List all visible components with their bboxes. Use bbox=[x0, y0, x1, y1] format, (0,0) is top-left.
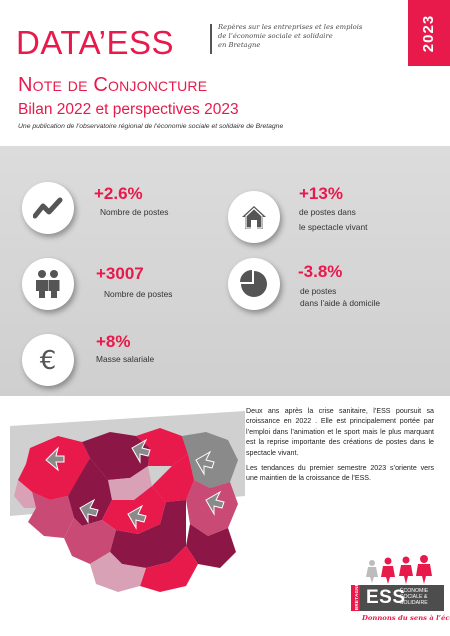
map-region-armor-south bbox=[108, 466, 152, 500]
data-ess-logo: DATA’ESS bbox=[16, 24, 175, 61]
map-region-ille-north bbox=[182, 432, 238, 488]
stat-label-aide-domicile-2: dans l’aide à domicile bbox=[300, 298, 381, 308]
stat-value-postes-percent: +2.6% bbox=[94, 184, 143, 203]
svg-text:€: € bbox=[40, 346, 57, 375]
page-subtitle: Bilan 2022 et perspectives 2023 bbox=[18, 101, 239, 118]
pie-icon bbox=[228, 258, 280, 310]
region-tag: BRETAGNE bbox=[351, 582, 360, 611]
header: DATA’ESS Repères sur les entreprises et … bbox=[0, 0, 450, 66]
stat-label-postes-percent: Nombre de postes bbox=[100, 207, 169, 217]
stat-label-postes-count: Nombre de postes bbox=[104, 289, 173, 299]
map-region-morbihan-coast bbox=[64, 518, 116, 564]
page-title: Note de Conjoncture bbox=[18, 74, 208, 96]
stat-label-spectacle-2: le spectacle vivant bbox=[299, 222, 368, 232]
ess-sub-line-2: SOCIALE & bbox=[400, 594, 428, 600]
key-figures: +2.6% Nombre de postes +13% de postes da… bbox=[0, 146, 450, 396]
tagline-line-2: de l’économie sociale et solidaire bbox=[218, 32, 333, 40]
logo-divider bbox=[210, 24, 212, 54]
map-region-morbihan-west bbox=[68, 458, 112, 526]
map-region-armor-west bbox=[82, 432, 150, 480]
people-figures-icon bbox=[366, 555, 432, 584]
stat-value-aide-domicile: -3.8% bbox=[298, 262, 343, 281]
tagline: Repères sur les entreprises et les emplo… bbox=[218, 23, 388, 50]
stat-value-spectacle: +13% bbox=[299, 184, 343, 203]
region-label: BRETAGNE bbox=[354, 582, 360, 611]
publication-line: Une publication de l’observatoire région… bbox=[18, 123, 284, 130]
summary-paragraph-2: Les tendances du premier semestre 2023 s… bbox=[246, 464, 434, 483]
stat-label-aide-domicile-1: de postes bbox=[300, 286, 337, 296]
map-region-finistere-south bbox=[28, 492, 74, 538]
map-region-morbihan-gulf bbox=[90, 552, 146, 592]
title-band: Note de Conjoncture Bilan 2022 et perspe… bbox=[0, 66, 450, 138]
summary-paragraph-1: Deux ans après la crise sanitaire, l’ESS… bbox=[246, 407, 434, 457]
summary-text: Deux ans après la crise sanitaire, l’ESS… bbox=[246, 406, 434, 489]
map-region-morbihan-east bbox=[110, 500, 186, 568]
tagline-line-3: en Bretagne bbox=[218, 41, 261, 49]
year-banner: 2023 bbox=[408, 0, 450, 66]
map-region-finistere-north bbox=[18, 436, 90, 500]
ess-wordmark: ESS bbox=[366, 587, 406, 608]
ess-sub-line-3: SOLIDAIRE bbox=[400, 600, 428, 606]
bretagne-map bbox=[10, 396, 245, 621]
ess-subtitle: ÉCONOMIE SOCIALE & SOLIDAIRE bbox=[400, 588, 428, 606]
stat-label-spectacle-1: de postes dans bbox=[299, 207, 356, 217]
map-region-ille-west bbox=[152, 454, 194, 502]
ess-box bbox=[360, 585, 444, 611]
map-region-morbihan-south bbox=[140, 546, 198, 592]
tagline-line-1: Repères sur les entreprises et les emplo… bbox=[218, 23, 363, 31]
euro-icon: € bbox=[22, 334, 74, 386]
ess-slogan: Donnons du sens à l’économie bbox=[362, 614, 450, 622]
stat-value-postes-count: +3007 bbox=[96, 264, 144, 283]
map-region-armor-east bbox=[136, 428, 188, 466]
people-icon bbox=[22, 258, 74, 310]
stat-value-masse-salariale: +8% bbox=[96, 332, 131, 351]
map-region-ille-south bbox=[186, 524, 236, 568]
map-arrows bbox=[45, 438, 225, 530]
house-icon bbox=[228, 191, 280, 243]
stat-label-masse-salariale: Masse salariale bbox=[96, 354, 155, 364]
map-region-finistere-west bbox=[14, 480, 36, 508]
trend-icon bbox=[22, 182, 74, 234]
ess-bretagne-logo: BRETAGNE ESS ÉCONOMIE SOCIALE & SOLIDAIR… bbox=[350, 555, 450, 631]
ess-sub-line-1: ÉCONOMIE bbox=[400, 588, 429, 594]
year-label: 2023 bbox=[420, 14, 438, 52]
